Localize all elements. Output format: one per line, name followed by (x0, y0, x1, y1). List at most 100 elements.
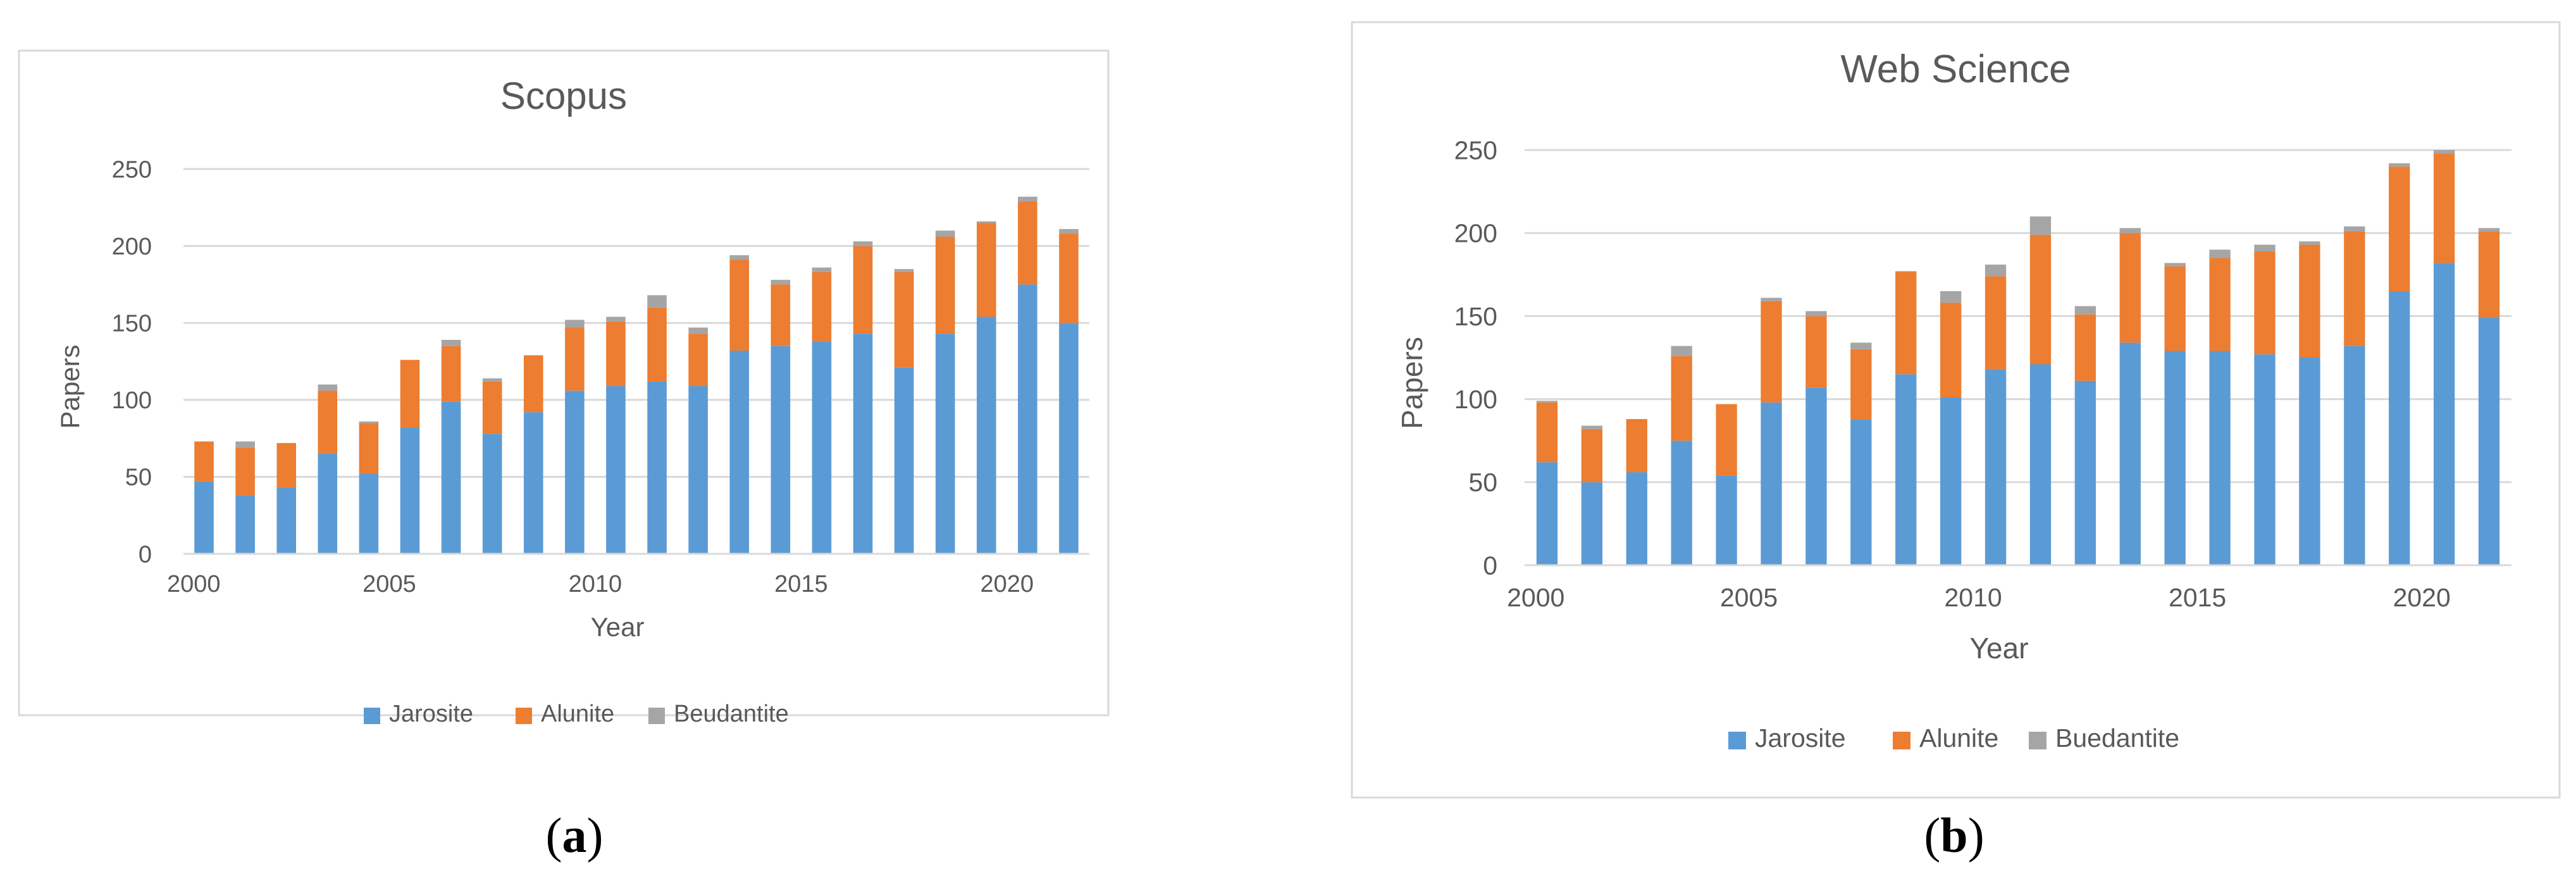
wos-bar-alunite-2017 (2299, 244, 2320, 358)
scopus-bar-alunite-2009 (565, 327, 585, 391)
wos-legend-label-buedantite: Buedantite (2055, 723, 2179, 753)
scopus-bar-jarosite-2007 (482, 434, 502, 554)
wos-xtick-label: 2020 (2393, 583, 2451, 612)
scopus-bar-alunite-2006 (441, 346, 461, 402)
scopus-legend-label-jarosite: Jarosite (389, 701, 473, 727)
wos-bar-alunite-2011 (2029, 234, 2052, 365)
scopus-xtick-label: 2005 (362, 571, 416, 598)
scopus-bar-jarosite-2005 (400, 427, 420, 554)
wos-bar-jarosite-2019 (2389, 291, 2410, 565)
wos-bar-alunite-2018 (2344, 231, 2365, 346)
wos-bar-alunite-2013 (2119, 233, 2141, 343)
scopus-bar-jarosite-2012 (688, 385, 708, 554)
wos-bar-alunite-2006 (1805, 316, 1827, 388)
scopus-bar-alunite-2014 (771, 284, 791, 346)
wos-bar-jarosite-2001 (1581, 482, 1603, 565)
wos-bar-jarosite-2005 (1761, 402, 1782, 565)
wos-legend-label-jarosite: Jarosite (1755, 723, 1846, 753)
scopus-ytick-label: 250 (112, 156, 152, 183)
wos-chart-title: Web Science (1840, 47, 2071, 91)
wos-bar-jarosite-2017 (2299, 358, 2320, 565)
wos-bar-jarosite-2007 (1850, 419, 1872, 565)
wos-bar-alunite-2015 (2209, 258, 2231, 351)
wos-bar-buedantite-2015 (2209, 249, 2231, 258)
wos-bar-jarosite-2018 (2344, 346, 2365, 565)
scopus-bar-beudantite-2012 (688, 327, 708, 334)
scopus-bar-jarosite-2006 (441, 401, 461, 554)
wos-bar-alunite-2020 (2433, 153, 2455, 263)
wos-bar-buedantite-2009 (1940, 291, 1962, 303)
wos-bar-jarosite-2020 (2433, 263, 2455, 565)
scopus-bar-beudantite-2014 (771, 280, 791, 285)
scopus-legend-swatch-beudantite (648, 708, 665, 724)
wos-bar-alunite-2002 (1626, 419, 1647, 473)
wos-bar-buedantite-2000 (1536, 401, 1558, 403)
scopus-ytick-label: 0 (139, 541, 152, 568)
wos-ytick-label: 50 (1468, 468, 1497, 497)
scopus-bar-jarosite-2003 (318, 453, 338, 554)
wos-bar-jarosite-2009 (1940, 397, 1962, 565)
wos-bar-jarosite-2021 (2478, 318, 2500, 565)
wos-bar-buedantite-2006 (1805, 311, 1827, 316)
scopus-legend-label-alunite: Alunite (541, 701, 614, 727)
scopus-xtick-label: 2020 (981, 571, 1034, 598)
scopus-bar-jarosite-2018 (935, 334, 955, 554)
wos-xtick-label: 2005 (1720, 583, 1778, 612)
wos-xtick-label: 2010 (1944, 583, 2002, 612)
scopus-ytick-label: 50 (125, 465, 152, 491)
wos-bar-alunite-2010 (1985, 276, 2007, 370)
wos-xtick-label: 2000 (1507, 583, 1564, 612)
scopus-bar-beudantite-2010 (606, 316, 626, 322)
wos-bar-buedantite-2007 (1850, 342, 1872, 349)
scopus-bar-alunite-2004 (359, 423, 379, 474)
scopus-bar-beudantite-2007 (482, 378, 502, 382)
scopus-bar-alunite-2016 (853, 246, 873, 334)
scopus-chart-frame (18, 49, 1110, 716)
wos-legend-swatch-jarosite (1728, 732, 1746, 749)
scopus-bar-beudantite-2020 (1018, 196, 1037, 202)
scopus-bar-beudantite-2018 (935, 230, 955, 237)
wos-ytick-label: 100 (1454, 385, 1497, 414)
wos-y-axis-label: Papers (1396, 337, 1428, 429)
wos-bar-buedantite-2019 (2389, 163, 2410, 167)
wos-ytick-label: 250 (1454, 135, 1497, 165)
scopus-legend-label-beudantite: Beudantite (674, 701, 789, 727)
wos-ytick-label: 200 (1454, 219, 1497, 248)
wos-bar-jarosite-2008 (1895, 374, 1917, 565)
wos-bar-jarosite-2010 (1985, 369, 2007, 565)
wos-xtick-label: 2015 (2169, 583, 2226, 612)
wos-bar-buedantite-2020 (2433, 150, 2455, 154)
panel-label-a: (a) (545, 808, 604, 863)
wos-bar-jarosite-2006 (1805, 387, 1827, 565)
wos-bar-alunite-2004 (1716, 404, 1737, 476)
scopus-bar-alunite-2017 (894, 272, 914, 368)
scopus-bar-alunite-2008 (523, 355, 543, 413)
wos-bar-buedantite-2011 (2029, 216, 2052, 235)
scopus-bar-jarosite-2011 (647, 381, 667, 554)
scopus-chart-title: Scopus (500, 75, 627, 117)
scopus-ytick-label: 200 (112, 234, 152, 260)
wos-bar-buedantite-2018 (2344, 226, 2365, 232)
wos-bar-alunite-2012 (2074, 314, 2096, 381)
scopus-bar-beudantite-2009 (565, 320, 585, 328)
wos-ytick-label: 150 (1454, 302, 1497, 331)
scopus-bar-beudantite-2017 (894, 269, 914, 272)
scopus-xtick-label: 2010 (569, 571, 622, 598)
scopus-legend-swatch-jarosite (364, 708, 380, 724)
wos-bar-alunite-2021 (2478, 231, 2500, 318)
panel-letter-b: b (1940, 808, 1968, 863)
scopus-bar-jarosite-2002 (276, 487, 297, 554)
wos-bar-alunite-2007 (1850, 349, 1872, 420)
scopus-bar-beudantite-2015 (812, 267, 832, 272)
wos-bar-jarosite-2013 (2119, 342, 2141, 565)
scopus-bar-alunite-2003 (318, 391, 338, 454)
scopus-bar-beudantite-2016 (853, 241, 873, 246)
wos-bar-alunite-2016 (2254, 251, 2276, 354)
wos-ytick-label: 0 (1483, 551, 1497, 580)
scopus-bar-beudantite-2013 (729, 255, 750, 260)
scopus-ytick-label: 100 (112, 387, 152, 414)
scopus-bar-jarosite-2010 (606, 385, 626, 554)
wos-legend-swatch-buedantite (2029, 732, 2047, 749)
